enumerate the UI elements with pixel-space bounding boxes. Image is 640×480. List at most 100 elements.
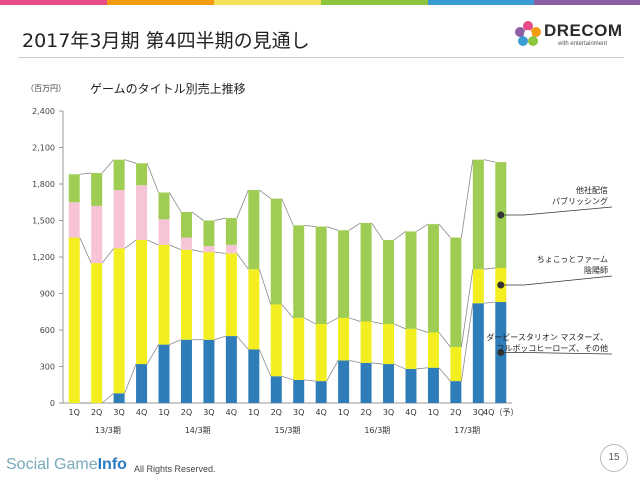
series-connector-line bbox=[460, 303, 474, 382]
legend-marker-dot bbox=[497, 281, 505, 289]
bar-segment-1 bbox=[293, 317, 305, 380]
bar-segment-3 bbox=[68, 174, 80, 203]
series-connector-line bbox=[371, 362, 384, 365]
bar-segment-3 bbox=[405, 231, 417, 329]
logo-name: DRECOM bbox=[544, 21, 623, 40]
title-divider bbox=[18, 57, 624, 58]
y-tick-label: 600 bbox=[40, 326, 55, 335]
bar-segment-1 bbox=[180, 249, 192, 340]
series-connector-line bbox=[236, 335, 249, 350]
series-connector-line bbox=[438, 332, 451, 348]
series-connector-line bbox=[460, 159, 474, 238]
x-tick-label: 3Q bbox=[473, 408, 484, 417]
x-tick-label: 4Q bbox=[405, 408, 416, 417]
series-connector-line bbox=[146, 239, 159, 246]
series-connector-line bbox=[304, 224, 316, 227]
bar-segment-1 bbox=[472, 269, 484, 304]
bar-segment-2 bbox=[68, 202, 80, 238]
series-connector-line bbox=[191, 249, 204, 253]
y-tick-label: 1,500 bbox=[32, 217, 55, 226]
bar-segment-3 bbox=[427, 224, 439, 333]
bar-segment-3 bbox=[91, 173, 103, 206]
legend-leader-line bbox=[523, 352, 613, 355]
bar-segment-0 bbox=[113, 393, 125, 403]
bar-segment-2 bbox=[203, 246, 215, 253]
year-group-label: 13/3期 bbox=[95, 426, 121, 435]
series-connector-line bbox=[281, 304, 294, 319]
chart-unit-label: （百万円） bbox=[26, 84, 66, 93]
legend-entry-label: ダービースタリオン マスターズ、 bbox=[486, 332, 608, 342]
bar-segment-3 bbox=[293, 225, 305, 318]
bar-segment-0 bbox=[427, 367, 439, 403]
series-connector-line bbox=[101, 159, 114, 174]
bar-segment-2 bbox=[91, 205, 103, 264]
series-connector-line bbox=[101, 248, 114, 264]
series-connector-line bbox=[191, 211, 204, 221]
legend-leader-line bbox=[523, 206, 613, 216]
bar-segment-3 bbox=[158, 192, 170, 220]
x-tick-label: 1Q bbox=[158, 408, 169, 417]
bar-segment-0 bbox=[472, 303, 484, 403]
series-connector-line bbox=[349, 360, 361, 364]
series-connector-line bbox=[79, 237, 92, 264]
bar-segment-0 bbox=[158, 344, 170, 403]
brand-color-bar bbox=[0, 0, 640, 5]
logo-tagline: with entertainment bbox=[558, 41, 608, 47]
bar-segment-3 bbox=[225, 218, 237, 245]
series-connector-line bbox=[371, 321, 384, 325]
series-connector-line bbox=[79, 172, 92, 175]
bar-segment-1 bbox=[68, 237, 80, 403]
series-connector-line bbox=[393, 323, 406, 330]
bar-segment-1 bbox=[248, 269, 260, 350]
x-tick-label: 4Q（予） bbox=[483, 408, 518, 417]
series-connector-line bbox=[348, 222, 361, 231]
bar-segment-1 bbox=[136, 239, 148, 365]
bar-segment-3 bbox=[472, 159, 484, 270]
series-connector-line bbox=[124, 239, 137, 249]
bar-segment-1 bbox=[91, 263, 103, 403]
bar-segment-0 bbox=[405, 368, 417, 403]
bar-segment-3 bbox=[203, 220, 215, 247]
x-tick-label: 1Q bbox=[248, 408, 259, 417]
x-tick-label: 4Q bbox=[136, 408, 147, 417]
series-connector-line bbox=[146, 344, 159, 365]
bar-segment-0 bbox=[248, 349, 260, 403]
x-tick-label: 4Q bbox=[226, 408, 237, 417]
x-tick-label: 2Q bbox=[360, 408, 371, 417]
y-tick-label: 900 bbox=[40, 290, 55, 299]
page-title: 2017年3月期 第4四半期の見通し bbox=[22, 30, 310, 52]
bar-segment-0 bbox=[383, 364, 395, 403]
bar-segment-3 bbox=[360, 222, 372, 322]
bar-segment-0 bbox=[203, 339, 215, 403]
series-connector-line bbox=[124, 159, 137, 164]
bar-segment-2 bbox=[158, 219, 170, 245]
series-connector-line bbox=[393, 363, 406, 370]
series-connector-line bbox=[371, 222, 384, 241]
bar-segment-1 bbox=[427, 332, 439, 368]
bar-segment-1 bbox=[338, 317, 350, 361]
drecom-logo: DRECOM with entertainment bbox=[514, 18, 632, 50]
series-connector-line bbox=[326, 226, 339, 231]
series-connector-line bbox=[146, 163, 159, 193]
bar-segment-0 bbox=[360, 362, 372, 403]
x-tick-label: 1Q bbox=[338, 408, 349, 417]
year-group-label: 17/3期 bbox=[454, 426, 480, 435]
bar-segment-1 bbox=[203, 252, 215, 340]
series-connector-line bbox=[259, 189, 272, 199]
bar-segment-0 bbox=[180, 339, 192, 403]
bar-segment-3 bbox=[136, 163, 148, 186]
legend-entry-label: 他社配信 bbox=[576, 185, 608, 195]
bar-segment-0 bbox=[136, 364, 148, 403]
series-connector-line bbox=[326, 317, 339, 325]
legend-marker-dot bbox=[497, 211, 505, 219]
bar-segment-3 bbox=[270, 198, 282, 305]
series-connector-line bbox=[349, 317, 361, 322]
bar-segment-1 bbox=[270, 304, 282, 377]
footer-logo-bold: Info bbox=[97, 456, 127, 473]
series-connector-line bbox=[214, 335, 226, 341]
bar-segment-2 bbox=[225, 244, 237, 254]
series-connector-line bbox=[438, 367, 451, 382]
bar-segment-0 bbox=[315, 381, 327, 403]
bar-segment-1 bbox=[360, 321, 372, 363]
series-connector-line bbox=[281, 375, 294, 381]
